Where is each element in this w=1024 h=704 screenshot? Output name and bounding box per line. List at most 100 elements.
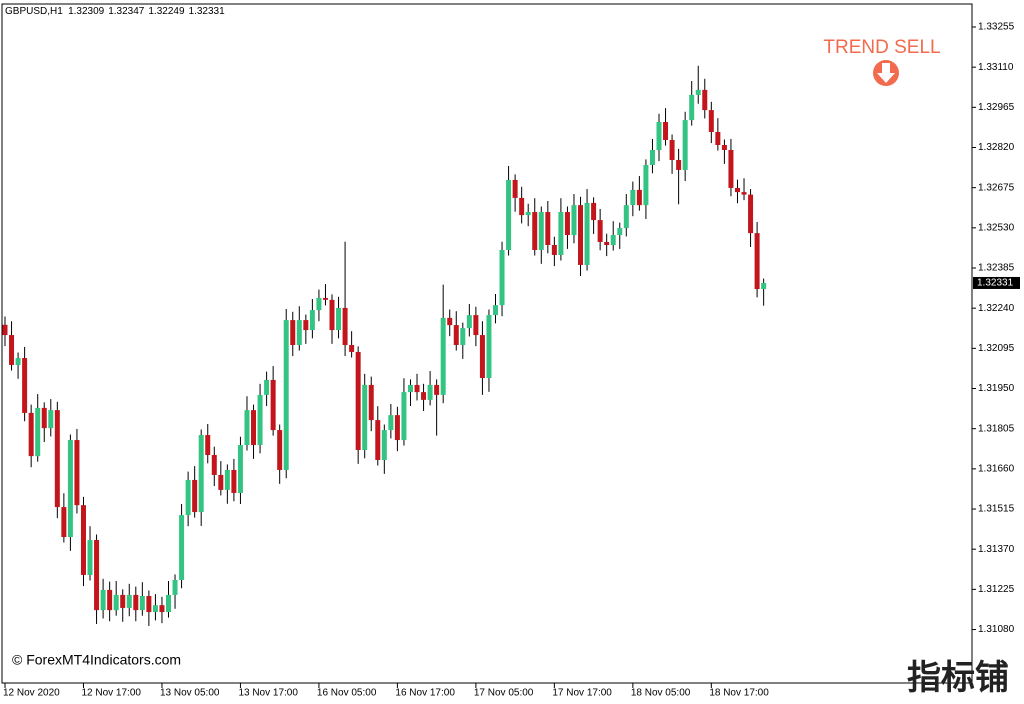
candle-body [67, 440, 73, 538]
candle-body [198, 435, 204, 513]
candle-body [656, 122, 662, 150]
candle-body [303, 320, 309, 331]
y-tick-label: 1.32820 [978, 142, 1015, 153]
candle-body [172, 579, 178, 595]
y-tick-label: 1.32385 [978, 263, 1015, 274]
candle-body [447, 317, 453, 326]
y-tick-label: 1.32965 [978, 102, 1015, 113]
arrow-shape [877, 63, 895, 83]
candle-body [22, 358, 28, 413]
candle-body [355, 351, 361, 451]
candle-body [61, 507, 67, 538]
candle-body [649, 149, 655, 165]
candle-body [54, 410, 60, 508]
y-tick-label: 1.31370 [978, 544, 1015, 555]
x-tick-label: 13 Nov 17:00 [238, 688, 298, 699]
y-tick-label: 1.33110 [978, 62, 1014, 73]
candle-body [453, 325, 459, 346]
candle-body [277, 430, 283, 470]
y-tick-label: 1.31950 [978, 383, 1015, 394]
candle-body [381, 430, 387, 460]
candle-body [231, 469, 237, 493]
candle-body [525, 212, 531, 216]
close: 1.32331 [189, 6, 226, 17]
plot-frame [1, 3, 973, 684]
candle-body [257, 394, 263, 446]
candle-body [421, 392, 427, 400]
candle-body [133, 594, 139, 611]
candle-body [264, 379, 270, 395]
candle-body [721, 145, 727, 150]
y-tick-label: 1.32095 [978, 343, 1015, 354]
candle-body [597, 220, 603, 242]
candle-body [702, 89, 708, 111]
candle-body [139, 596, 145, 611]
candle-body [309, 310, 315, 331]
candle-body [342, 307, 348, 346]
candle-body [506, 179, 512, 251]
candle-body [591, 202, 597, 221]
candle-body [179, 515, 185, 580]
candle-body [185, 479, 191, 516]
y-tick-label: 1.31805 [978, 423, 1015, 434]
candle-body [636, 189, 642, 206]
candle-body [41, 407, 47, 429]
candle-body [126, 594, 132, 608]
candle-body [48, 410, 54, 429]
candle-body [15, 358, 21, 365]
candle-body [375, 420, 381, 460]
candle-body [94, 540, 100, 611]
x-tick-label: 18 Nov 17:00 [709, 688, 769, 699]
candle-body [152, 605, 158, 613]
candle-body [551, 245, 557, 255]
y-tick-label: 1.31225 [978, 584, 1015, 595]
candle-body [2, 324, 8, 336]
candle-body [362, 384, 368, 451]
candle-body [676, 159, 682, 170]
candle-body [512, 179, 518, 198]
candle-body [237, 445, 243, 493]
candle-body [564, 212, 570, 236]
candle-body [87, 540, 93, 575]
candle-body [538, 212, 544, 251]
y-tick-label: 1.32240 [978, 303, 1015, 314]
candle-body [349, 345, 355, 352]
candle-body [493, 305, 498, 316]
price-label: 1.32331 [977, 278, 1014, 289]
y-tick-label: 1.32675 [978, 182, 1015, 193]
x-tick-label: 12 Nov 17:00 [81, 688, 141, 699]
candle-body [205, 435, 211, 456]
open: 1.32309 [68, 6, 105, 17]
candle-body [669, 140, 675, 160]
y-tick-label: 1.31515 [978, 504, 1015, 515]
candle-body [368, 384, 374, 421]
high: 1.32347 [108, 6, 145, 17]
candle-body [682, 120, 688, 170]
candle-body [427, 384, 433, 400]
candle-body [610, 235, 616, 246]
candle-body [479, 335, 485, 378]
x-tick-label: 17 Nov 05:00 [474, 688, 534, 699]
candle-body [316, 297, 322, 311]
candle-body [244, 410, 250, 446]
low: 1.32249 [148, 6, 185, 17]
chart-header: GBPUSD,H1 1.32309 1.32347 1.32249 1.32331 [5, 6, 225, 17]
y-tick-label: 1.31080 [978, 624, 1015, 635]
candle-body [499, 250, 505, 306]
candle-body [270, 379, 276, 431]
sell-arrow-icon [873, 60, 899, 86]
candle-body [734, 187, 740, 193]
x-tick-label: 16 Nov 17:00 [395, 688, 455, 699]
candle-body [159, 605, 165, 613]
candle-body [558, 212, 564, 255]
corner-watermark: 指标铺 [907, 659, 1009, 697]
candle-body [754, 233, 760, 290]
candle-body [28, 412, 34, 457]
candle-body [322, 297, 328, 300]
x-tick-label: 17 Nov 17:00 [552, 688, 612, 699]
candle-body [630, 189, 636, 206]
candle-body [9, 335, 15, 365]
candle-body [192, 479, 198, 513]
candle-body [748, 194, 754, 234]
